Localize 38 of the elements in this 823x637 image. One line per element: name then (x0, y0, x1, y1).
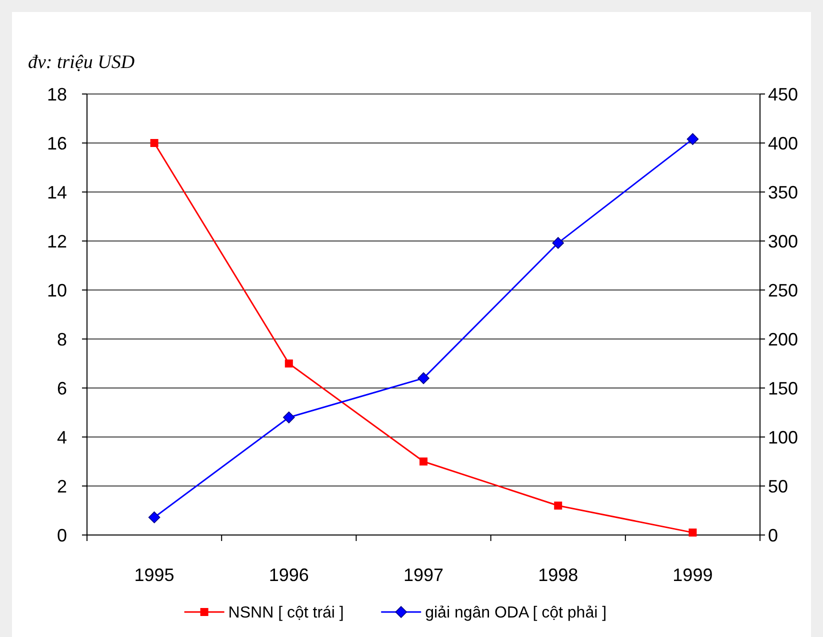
x-tick-label: 1995 (134, 565, 174, 585)
point (420, 458, 428, 466)
y-tick-label: 14 (46, 182, 67, 202)
legend-label: NSNN [ cột trái ] (228, 604, 344, 622)
point (552, 237, 564, 249)
point (148, 511, 160, 524)
y2-tick-label: 100 (768, 427, 798, 448)
y-tick-label: 18 (46, 84, 67, 104)
y2-tick-label: 50 (768, 476, 788, 496)
y-tick-label: 6 (56, 378, 67, 398)
point (686, 133, 699, 145)
y2-tick-label: 400 (768, 133, 798, 154)
y2-tick-label: 150 (768, 378, 798, 398)
point (554, 502, 562, 510)
y-tick-label: 12 (46, 231, 67, 252)
point (418, 372, 430, 384)
y-tick-label: 4 (56, 427, 67, 448)
y-tick-label: 16 (46, 133, 67, 154)
y2-tick-label: 0 (768, 525, 778, 546)
y-tick-label: 8 (56, 329, 67, 350)
y-tick-label: 0 (56, 525, 67, 546)
x-tick-label: 1999 (672, 565, 713, 585)
x-tick-label: 1998 (538, 565, 578, 585)
y2-tick-label: 300 (768, 231, 798, 252)
y2-tick-label: 200 (768, 329, 798, 350)
y-tick-label: 10 (46, 280, 67, 300)
point (150, 139, 158, 147)
x-tick-label: 1996 (268, 565, 309, 585)
y2-tick-label: 350 (768, 182, 798, 202)
y2-tick-label: 250 (768, 280, 798, 300)
point (284, 360, 293, 368)
point (688, 528, 697, 537)
x-tick-label: 1997 (403, 565, 444, 585)
point (283, 412, 295, 424)
y-tick-label: 2 (56, 476, 67, 496)
y-axis-title: đv: triệu USD (28, 52, 135, 73)
y2-tick-label: 450 (768, 84, 798, 104)
legend-label: giải ngân ODA [ cột phải ] (425, 604, 607, 622)
